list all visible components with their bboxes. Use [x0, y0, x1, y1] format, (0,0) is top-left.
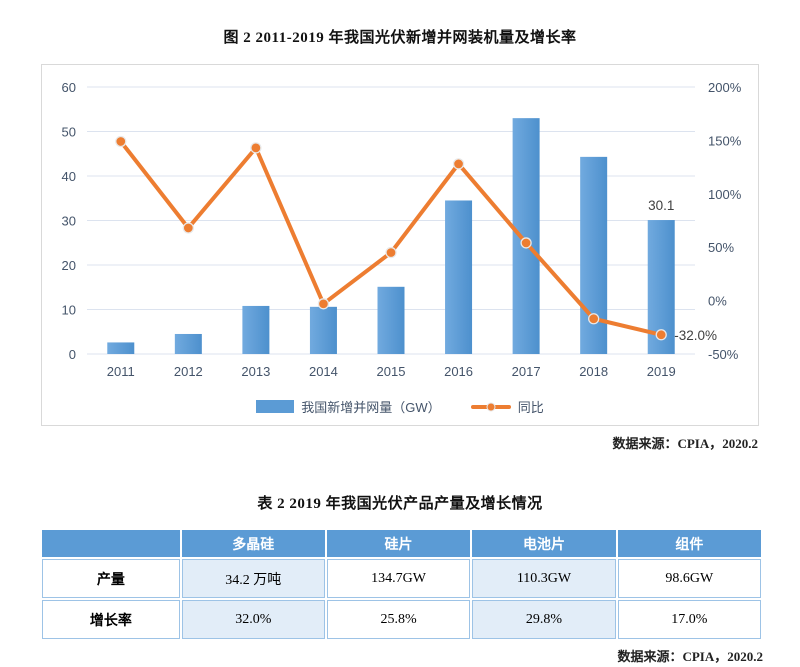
line-data-label: -32.0% [674, 328, 717, 343]
chart-svg: 0 10 20 30 40 50 60 -50% 0% 50% 100% 150% 200% 2011 20… [62, 80, 742, 379]
cell-output-module: 98.6GW [617, 559, 761, 598]
left-axis-tick: 30 [62, 214, 76, 229]
x-axis-tick: 2014 [309, 364, 338, 379]
table-source: 数据来源：CPIA，2020.2 [617, 649, 763, 664]
table-header-row: 多晶硅 硅片 电池片 组件 [42, 530, 761, 557]
bar [174, 333, 202, 354]
line-marker [182, 222, 194, 234]
right-axis-tick: 0% [708, 294, 727, 309]
x-axis-tick: 2017 [512, 364, 541, 379]
line-marker [655, 329, 667, 341]
table-header-module: 组件 [617, 530, 761, 557]
left-axis-tick: 20 [62, 258, 76, 273]
x-axis-tick: 2018 [579, 364, 608, 379]
bar [445, 200, 473, 354]
x-axis-tick: 2016 [444, 364, 473, 379]
legend-item-bar: 我国新增并网量（GW） [256, 397, 441, 416]
bar [309, 306, 337, 354]
legend-line-dot-icon [486, 402, 496, 411]
chart-source: 数据来源：CPIA，2020.2 [612, 436, 758, 451]
x-axis-tick: 2011 [107, 364, 135, 379]
line-marker [588, 313, 600, 325]
line-marker [520, 237, 532, 249]
bar [377, 286, 405, 354]
legend-line-label: 同比 [517, 400, 544, 415]
bar [242, 305, 270, 354]
x-axis-tick: 2015 [377, 364, 406, 379]
production-table: 多晶硅 硅片 电池片 组件 产量 34.2 万吨 134.7GW 110.3GW… [40, 528, 763, 641]
line-marker [317, 298, 330, 310]
chart-legend: 我国新增并网量（GW） 同比 [42, 397, 758, 416]
row-label-growth: 增长率 [42, 600, 180, 639]
cell-output-cell: 110.3GW [472, 559, 616, 598]
table-title: 表 2 2019 年我国光伏产品产量及增长情况 [257, 496, 543, 512]
chart-figure: 0 10 20 30 40 50 60 -50% 0% 50% 100% 150% 200% 2011 20… [41, 64, 759, 426]
cell-growth-polysilicon: 32.0% [181, 600, 325, 639]
bar [107, 342, 135, 354]
x-axis-tick: 2012 [174, 364, 203, 379]
row-label-output: 产量 [42, 559, 180, 598]
x-axis-tick: 2019 [647, 364, 676, 379]
cell-output-wafer: 134.7GW [326, 559, 471, 598]
line-marker [452, 158, 465, 170]
left-axis-tick: 60 [62, 80, 76, 95]
legend-bar-swatch [256, 400, 295, 413]
cell-growth-wafer: 25.8% [326, 600, 471, 639]
left-axis-tick: 0 [69, 347, 76, 362]
right-axis-tick: 50% [708, 240, 734, 255]
cell-growth-module: 17.0% [617, 600, 761, 639]
table-row: 增长率 32.0% 25.8% 29.8% 17.0% [42, 600, 761, 639]
line-marker [385, 246, 397, 259]
legend-line-swatch [470, 402, 511, 411]
left-axis-tick: 40 [62, 169, 76, 184]
table-header-wafer: 硅片 [326, 530, 471, 557]
cell-growth-cell: 29.8% [472, 600, 616, 639]
bar [512, 118, 540, 355]
cell-output-polysilicon: 34.2 万吨 [181, 559, 325, 598]
right-axis-tick: 150% [708, 133, 742, 148]
legend-item-line: 同比 [470, 397, 544, 416]
line-marker [115, 135, 127, 148]
legend-bar-label: 我国新增并网量（GW） [301, 400, 441, 415]
right-axis-tick: -50% [708, 347, 739, 362]
table-header-cell: 电池片 [472, 530, 616, 557]
left-axis-tick: 50 [62, 125, 76, 140]
bar-data-label: 30.1 [648, 198, 674, 213]
right-axis-tick: 200% [708, 80, 742, 95]
right-axis-tick: 100% [708, 187, 742, 202]
left-axis-tick: 10 [62, 303, 76, 318]
table-header-polysilicon: 多晶硅 [181, 530, 325, 557]
chart-title: 图 2 2011-2019 年我国光伏新增并网装机量及增长率 [223, 30, 577, 46]
table-header-blank [42, 530, 180, 557]
line-marker [250, 142, 262, 154]
bar [580, 156, 608, 354]
x-axis-tick: 2013 [241, 364, 270, 379]
table-row: 产量 34.2 万吨 134.7GW 110.3GW 98.6GW [42, 559, 761, 598]
